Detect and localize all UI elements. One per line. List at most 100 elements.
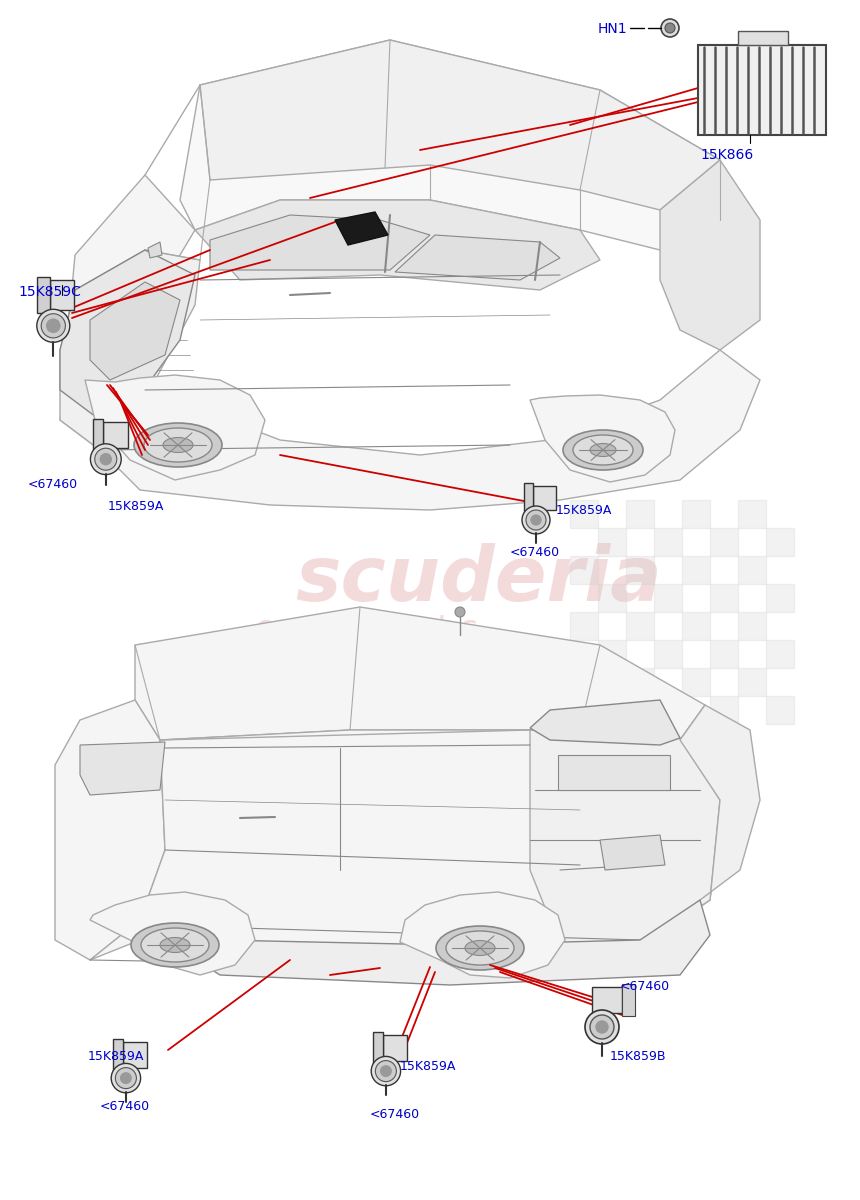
Polygon shape bbox=[37, 277, 50, 312]
Polygon shape bbox=[738, 31, 788, 44]
Polygon shape bbox=[60, 175, 195, 450]
Bar bbox=[570, 556, 598, 584]
Polygon shape bbox=[592, 986, 622, 1013]
Circle shape bbox=[661, 19, 679, 37]
Ellipse shape bbox=[573, 434, 633, 464]
Text: <67460: <67460 bbox=[370, 1108, 421, 1121]
Text: <67460: <67460 bbox=[510, 546, 560, 559]
Polygon shape bbox=[60, 250, 200, 450]
Polygon shape bbox=[123, 1043, 147, 1068]
Text: 15K859B: 15K859B bbox=[610, 1050, 666, 1063]
Bar bbox=[626, 500, 654, 528]
Text: HN1: HN1 bbox=[598, 22, 628, 36]
Bar bbox=[738, 668, 766, 696]
Text: c a r  p a r t s: c a r p a r t s bbox=[255, 613, 478, 647]
Bar bbox=[766, 696, 794, 724]
Text: 15K859A: 15K859A bbox=[88, 1050, 144, 1063]
Circle shape bbox=[522, 506, 550, 534]
Bar bbox=[626, 556, 654, 584]
Circle shape bbox=[95, 448, 117, 470]
Bar bbox=[682, 612, 710, 640]
Polygon shape bbox=[114, 1039, 123, 1070]
Polygon shape bbox=[90, 730, 720, 965]
Circle shape bbox=[665, 23, 675, 32]
Circle shape bbox=[585, 1010, 619, 1044]
Ellipse shape bbox=[160, 937, 190, 953]
Bar bbox=[710, 528, 738, 556]
Bar bbox=[738, 612, 766, 640]
Polygon shape bbox=[524, 482, 533, 514]
Bar bbox=[682, 500, 710, 528]
Polygon shape bbox=[148, 242, 162, 258]
Polygon shape bbox=[698, 44, 826, 134]
Bar bbox=[626, 612, 654, 640]
Bar bbox=[654, 528, 682, 556]
Ellipse shape bbox=[141, 928, 209, 962]
Circle shape bbox=[41, 313, 65, 338]
Circle shape bbox=[37, 310, 70, 342]
Text: <67460: <67460 bbox=[620, 980, 670, 994]
Circle shape bbox=[111, 1063, 140, 1093]
Circle shape bbox=[455, 607, 465, 617]
Circle shape bbox=[372, 1056, 401, 1086]
Bar bbox=[598, 584, 626, 612]
Bar bbox=[598, 696, 626, 724]
Text: 15K859A: 15K859A bbox=[400, 1060, 457, 1073]
Circle shape bbox=[381, 1066, 391, 1076]
Bar bbox=[710, 696, 738, 724]
Polygon shape bbox=[80, 742, 165, 794]
Polygon shape bbox=[90, 892, 255, 974]
Polygon shape bbox=[200, 40, 720, 210]
Circle shape bbox=[101, 454, 111, 464]
Bar bbox=[710, 640, 738, 668]
Circle shape bbox=[590, 1015, 614, 1039]
Bar bbox=[654, 696, 682, 724]
Bar bbox=[766, 640, 794, 668]
Circle shape bbox=[376, 1061, 396, 1081]
Ellipse shape bbox=[563, 430, 643, 470]
Polygon shape bbox=[195, 200, 600, 290]
Ellipse shape bbox=[163, 438, 193, 452]
Bar bbox=[570, 668, 598, 696]
Polygon shape bbox=[55, 700, 165, 960]
Bar bbox=[654, 640, 682, 668]
Polygon shape bbox=[600, 835, 665, 870]
Bar bbox=[738, 500, 766, 528]
Polygon shape bbox=[622, 984, 635, 1016]
Polygon shape bbox=[90, 282, 180, 380]
Polygon shape bbox=[60, 250, 195, 420]
Polygon shape bbox=[180, 40, 720, 250]
Text: 15K866: 15K866 bbox=[700, 148, 753, 162]
Ellipse shape bbox=[590, 444, 616, 456]
Bar bbox=[598, 528, 626, 556]
Bar bbox=[598, 640, 626, 668]
Circle shape bbox=[531, 515, 541, 526]
Polygon shape bbox=[530, 700, 680, 745]
Polygon shape bbox=[400, 892, 565, 978]
Polygon shape bbox=[395, 235, 560, 280]
Ellipse shape bbox=[134, 422, 222, 467]
Polygon shape bbox=[383, 1036, 407, 1061]
Polygon shape bbox=[373, 1032, 383, 1063]
Text: 15K859A: 15K859A bbox=[108, 500, 164, 514]
Bar bbox=[710, 584, 738, 612]
Polygon shape bbox=[210, 215, 430, 270]
Ellipse shape bbox=[144, 428, 212, 462]
Circle shape bbox=[120, 1073, 131, 1084]
Polygon shape bbox=[650, 704, 760, 940]
Bar bbox=[570, 612, 598, 640]
Polygon shape bbox=[558, 755, 670, 790]
Bar bbox=[626, 668, 654, 696]
Circle shape bbox=[46, 319, 60, 332]
Polygon shape bbox=[50, 280, 74, 311]
Circle shape bbox=[596, 1021, 608, 1033]
Polygon shape bbox=[530, 395, 675, 482]
Text: 15K859C: 15K859C bbox=[18, 284, 81, 299]
Ellipse shape bbox=[131, 923, 219, 967]
Polygon shape bbox=[335, 212, 388, 245]
Polygon shape bbox=[530, 730, 720, 946]
Polygon shape bbox=[660, 160, 760, 350]
Polygon shape bbox=[165, 900, 710, 985]
Bar bbox=[738, 556, 766, 584]
Bar bbox=[654, 584, 682, 612]
